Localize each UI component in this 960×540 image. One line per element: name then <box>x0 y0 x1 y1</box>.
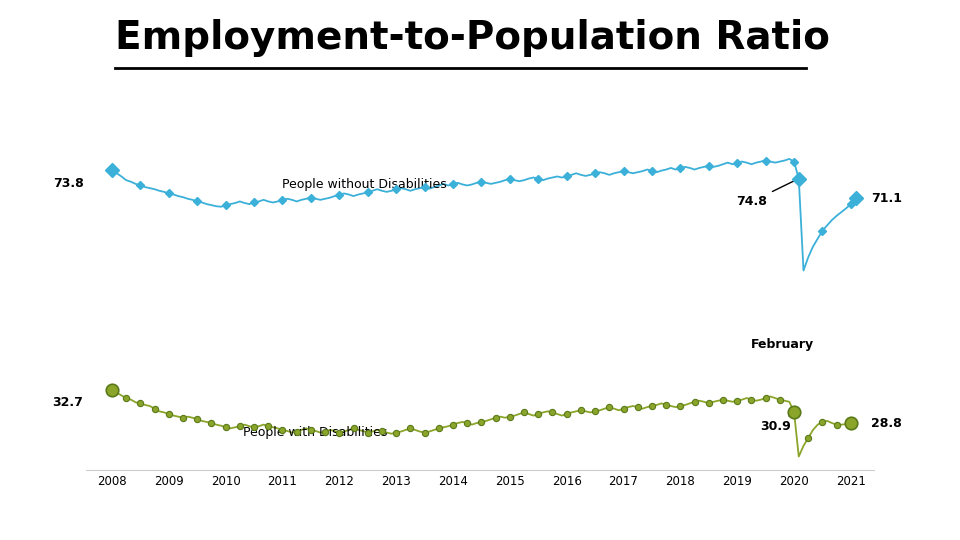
Text: February: February <box>751 338 814 350</box>
Text: People without Disabilities: People without Disabilities <box>282 178 447 191</box>
Text: 32.7: 32.7 <box>53 396 84 409</box>
Text: 28.8: 28.8 <box>871 416 901 429</box>
Text: 25: 25 <box>917 510 936 524</box>
Text: 30.9: 30.9 <box>760 414 792 434</box>
Text: 71.1: 71.1 <box>871 192 901 205</box>
Text: 74.8: 74.8 <box>736 180 796 208</box>
Text: Employment-to-Population Ratio: Employment-to-Population Ratio <box>115 19 830 57</box>
Text: 73.8: 73.8 <box>53 178 84 191</box>
Text: #n.TIDE: #n.TIDE <box>24 510 86 524</box>
Text: People with Disabilities: People with Disabilities <box>243 426 387 440</box>
